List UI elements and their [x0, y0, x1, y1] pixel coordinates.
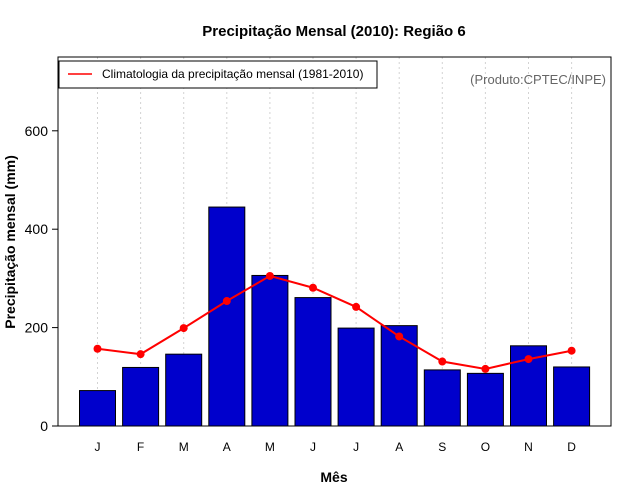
precipitation-bar-9 — [423, 369, 461, 427]
precipitation-bar-1 — [79, 390, 116, 427]
climatology-point-5 — [265, 271, 274, 280]
y-tick-label: 400 — [25, 221, 49, 237]
plot-frame — [57, 56, 612, 427]
chart-title: Precipitação Mensal (2010): Região 6 — [202, 23, 465, 40]
climatology-point-7 — [352, 302, 361, 311]
y-tick-label: 200 — [25, 320, 49, 336]
climatology-point-8 — [395, 332, 404, 341]
x-tick-label: O — [481, 440, 490, 454]
climatology-line — [97, 274, 572, 370]
y-tick-label: 600 — [25, 123, 49, 139]
climatology-point-11 — [524, 355, 533, 364]
y-axis-label: Precipitação mensal (mm) — [2, 155, 18, 329]
x-axis-label: Mês — [320, 469, 347, 485]
x-tick-label: S — [438, 440, 446, 454]
precipitation-bar-7 — [337, 327, 375, 427]
x-tick-label: F — [137, 440, 144, 454]
climatology-line-layer — [93, 271, 576, 373]
precipitation-bar-6 — [294, 297, 332, 427]
precipitation-bar-12 — [553, 366, 591, 427]
bar-layer — [79, 206, 591, 427]
x-tick-label: J — [353, 440, 359, 454]
legend: Climatologia da precipitação mensal (198… — [58, 60, 378, 89]
precipitation-bar-10 — [466, 372, 504, 427]
y-tick-label: 0 — [40, 418, 48, 434]
climatology-point-12 — [567, 346, 576, 355]
precipitation-bar-2 — [122, 366, 160, 427]
precipitation-bar-4 — [208, 206, 246, 427]
x-tick-label: A — [395, 440, 403, 454]
climatology-point-10 — [481, 364, 490, 373]
x-tick-label: D — [567, 440, 576, 454]
legend-box — [58, 60, 378, 89]
climatology-point-1 — [93, 344, 102, 353]
legend-label: Climatologia da precipitação mensal (198… — [102, 67, 363, 81]
x-tick-label: J — [310, 440, 316, 454]
x-tick-label: M — [179, 440, 189, 454]
climatology-point-6 — [309, 283, 317, 292]
climatology-point-2 — [136, 350, 145, 359]
precipitation-bar-8 — [380, 325, 418, 427]
x-tick-label: N — [524, 440, 533, 454]
climatology-point-3 — [179, 324, 188, 333]
precipitation-bar-5 — [251, 274, 289, 427]
climatology-point-9 — [438, 357, 447, 366]
grid-layer — [97, 57, 573, 426]
credit-text: (Produto:CPTEC/INPE) — [470, 72, 606, 87]
x-tick-label: M — [265, 440, 275, 454]
precipitation-bar-3 — [165, 353, 203, 427]
x-tick-label: J — [95, 440, 101, 454]
climatology-point-4 — [222, 297, 231, 306]
x-tick-label: A — [223, 440, 231, 454]
